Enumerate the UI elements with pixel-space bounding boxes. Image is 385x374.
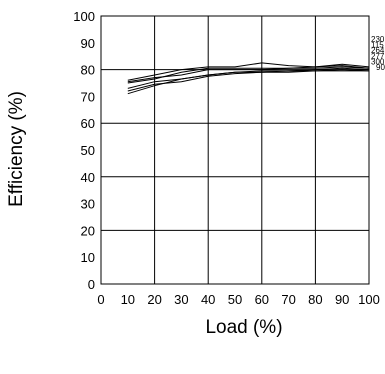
x-tick-label: 60: [255, 292, 269, 307]
series-line-115: [127, 65, 370, 84]
x-tick-label: 30: [174, 292, 188, 307]
x-tick-label: 90: [335, 292, 349, 307]
x-axis-title: Load (%): [205, 317, 282, 338]
y-tick-label: 10: [81, 250, 95, 265]
y-tick-label: 20: [81, 223, 95, 238]
y-tick-labels: 0 10 20 30 40 50 60 70 80 90 100: [73, 9, 95, 292]
series-line-230: [127, 62, 370, 81]
x-tick-label: 70: [281, 292, 295, 307]
series-label-115: 115: [371, 41, 384, 50]
series-label-90: 90: [376, 63, 385, 72]
y-tick-label: 0: [88, 277, 95, 292]
x-tick-label: 50: [228, 292, 242, 307]
grid-lines: [101, 16, 369, 284]
x-tick-label: 0: [97, 292, 104, 307]
y-tick-label: 90: [81, 36, 95, 51]
series-line-277: [127, 67, 370, 89]
x-tick-label: 10: [121, 292, 135, 307]
x-tick-label: 80: [308, 292, 322, 307]
y-tick-label: 80: [81, 63, 95, 78]
series-line-264: [127, 66, 370, 83]
x-tick-label: 20: [147, 292, 161, 307]
y-axis-title: Efficiency (%): [6, 91, 27, 207]
x-tick-label: 40: [201, 292, 215, 307]
series-lines: [127, 62, 370, 95]
series-label-264: 264: [371, 46, 385, 55]
plot-area-frame: [100, 15, 370, 285]
x-tick-label: 100: [358, 292, 380, 307]
y-tick-label: 70: [81, 89, 95, 104]
y-tick-label: 50: [81, 143, 95, 158]
y-tick-label: 60: [81, 116, 95, 131]
y-tick-label: 100: [73, 9, 95, 24]
series-label-300: 300: [371, 57, 385, 66]
y-tick-label: 30: [81, 197, 95, 212]
y-tick-label: 40: [81, 170, 95, 185]
series-label-277: 277: [371, 52, 385, 61]
series-line-300: [127, 69, 370, 92]
series-label-230: 230: [371, 35, 385, 44]
series-line-90: [127, 70, 369, 95]
x-tick-labels: 0 10 20 30 40 50 60 70 80 90 100: [97, 292, 379, 307]
